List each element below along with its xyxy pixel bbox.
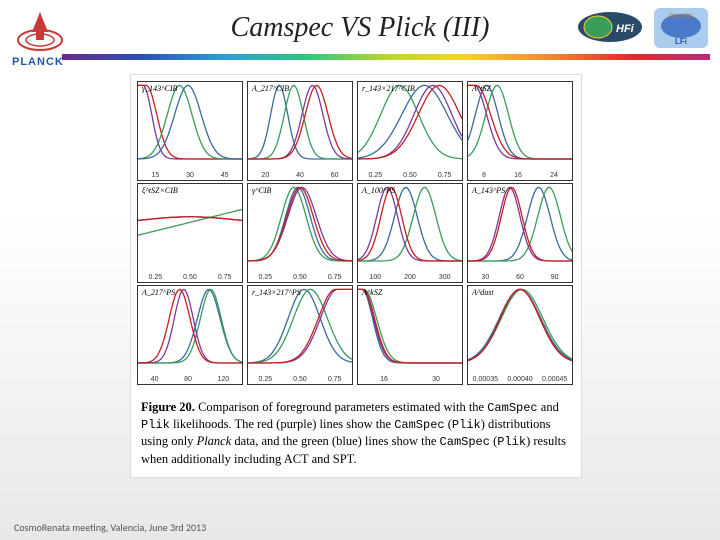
- panel-grid: γ_143^CIB 15 30 45 A_217^CIB 20 40 60 r_143×217^…: [131, 75, 581, 391]
- tick-label: 0.00035: [473, 376, 498, 383]
- svg-text:PLANCK: PLANCK: [669, 14, 693, 20]
- tick-label: 0.25: [259, 376, 273, 383]
- tick-label: 0.50: [403, 172, 417, 179]
- caption-it1: Planck: [197, 434, 232, 448]
- chart-panel: A^tSZ 8 16 24: [467, 81, 573, 181]
- tick-label: 120: [218, 376, 230, 383]
- caption-tt5: CamSpec: [440, 435, 490, 449]
- panel-ticks: 20 40 60: [248, 172, 352, 179]
- tick-label: 16: [380, 376, 388, 383]
- rainbow-divider: [62, 54, 710, 60]
- tick-label: 0.50: [293, 274, 307, 281]
- chart-panel: A^kSZ1630: [357, 285, 463, 385]
- chart-panel: A^dust 0.00035 0.00040 0.00045: [467, 285, 573, 385]
- tick-label: 60: [516, 274, 524, 281]
- tick-label: 0.25: [369, 172, 383, 179]
- planck-lfi-logo: PLANCK LFi: [654, 8, 708, 48]
- tick-label: 0.25: [149, 274, 163, 281]
- panel-param-label: ξ^tSZ×CIB: [142, 186, 178, 195]
- panel-param-label: r_143×217^PS: [252, 288, 301, 297]
- chart-panel: A_143^PS 30 60 90: [467, 183, 573, 283]
- figure-number: Figure 20.: [141, 400, 195, 414]
- caption-text-d: (: [445, 417, 452, 431]
- tick-label: 0.50: [183, 274, 197, 281]
- caption-text-c: likelihoods. The red (purple) lines show…: [170, 417, 394, 431]
- tick-label: 16: [514, 172, 522, 179]
- hfi-logo: HFi: [576, 10, 644, 44]
- slide-header: PLANCK Camspec VS Plick (III) HFi PLANCK…: [0, 0, 720, 62]
- tick-label: 15: [151, 172, 159, 179]
- caption-text-b: and: [538, 400, 559, 414]
- panel-param-label: A^kSZ: [362, 288, 382, 297]
- slide-footer: CosmoRenata meeting, Valencia, June 3rd …: [14, 521, 206, 534]
- tick-label: 80: [184, 376, 192, 383]
- panel-param-label: A_100^PS: [362, 186, 395, 195]
- tick-label: 8: [482, 172, 486, 179]
- panel-ticks: 100 200 300: [358, 274, 462, 281]
- panel-ticks: 40 80 120: [138, 376, 242, 383]
- svg-text:HFi: HFi: [616, 23, 635, 35]
- tick-label: 0.00045: [542, 376, 567, 383]
- panel-ticks: 0.25 0.50 0.75: [358, 172, 462, 179]
- panel-ticks: 0.25 0.50 0.75: [248, 274, 352, 281]
- caption-text-f: data, and the green (blue) lines show th…: [231, 434, 439, 448]
- panel-ticks: 0.25 0.50 0.75: [138, 274, 242, 281]
- tick-label: 60: [331, 172, 339, 179]
- caption-text-a: Comparison of foreground parameters esti…: [195, 400, 487, 414]
- tick-label: 200: [404, 274, 416, 281]
- chart-panel: γ_143^CIB 15 30 45: [137, 81, 243, 181]
- panel-param-label: γ_143^CIB: [142, 84, 177, 93]
- tick-label: 0.25: [259, 274, 273, 281]
- panel-param-label: A_143^PS: [472, 186, 505, 195]
- figure-20-container: γ_143^CIB 15 30 45 A_217^CIB 20 40 60 r_143×217^…: [130, 74, 582, 478]
- chart-panel: A_100^PS 100 200 300: [357, 183, 463, 283]
- chart-panel: A_217^PS 40 80 120: [137, 285, 243, 385]
- panel-ticks: 1630: [358, 376, 462, 383]
- panel-param-label: A^tSZ: [472, 84, 491, 93]
- tick-label: 300: [439, 274, 451, 281]
- chart-panel: ξ^tSZ×CIB 0.25 0.50 0.75: [137, 183, 243, 283]
- tick-label: 0.75: [328, 376, 342, 383]
- tick-label: 24: [550, 172, 558, 179]
- panel-param-label: γ^CIB: [252, 186, 271, 195]
- tick-label: 90: [551, 274, 559, 281]
- chart-panel: A_217^CIB 20 40 60: [247, 81, 353, 181]
- chart-panel: r_143×217^CIB 0.25 0.50 0.75: [357, 81, 463, 181]
- caption-tt3: CamSpec: [394, 418, 444, 432]
- tick-label: 45: [221, 172, 229, 179]
- panel-param-label: A^dust: [472, 288, 494, 297]
- tick-label: 20: [261, 172, 269, 179]
- tick-label: 40: [296, 172, 304, 179]
- tick-label: 40: [151, 376, 159, 383]
- panel-ticks: 30 60 90: [468, 274, 572, 281]
- tick-label: 30: [481, 274, 489, 281]
- svg-text:LFi: LFi: [675, 37, 687, 46]
- tick-label: 100: [369, 274, 381, 281]
- panel-ticks: 15 30 45: [138, 172, 242, 179]
- panel-ticks: 0.00035 0.00040 0.00045: [468, 376, 572, 383]
- tick-label: 0.75: [218, 274, 232, 281]
- caption-tt1: CamSpec: [487, 401, 537, 415]
- tick-label: 0.50: [293, 376, 307, 383]
- figure-caption: Figure 20. Comparison of foreground para…: [131, 391, 581, 477]
- tick-label: 30: [432, 376, 440, 383]
- tick-label: 0.75: [328, 274, 342, 281]
- chart-panel: γ^CIB 0.25 0.50 0.75: [247, 183, 353, 283]
- tick-label: 0.75: [438, 172, 452, 179]
- panel-ticks: 0.25 0.50 0.75: [248, 376, 352, 383]
- planck-text-label: PLANCK: [12, 56, 64, 68]
- chart-panel: r_143×217^PS 0.25 0.50 0.75: [247, 285, 353, 385]
- panel-ticks: 8 16 24: [468, 172, 572, 179]
- tick-label: 30: [186, 172, 194, 179]
- panel-param-label: A_217^PS: [142, 288, 175, 297]
- caption-tt6: Plik: [497, 435, 526, 449]
- tick-label: 0.00040: [507, 376, 532, 383]
- panel-param-label: A_217^CIB: [252, 84, 289, 93]
- panel-param-label: r_143×217^CIB: [362, 84, 415, 93]
- caption-tt2: Plik: [141, 418, 170, 432]
- caption-tt4: Plik: [452, 418, 481, 432]
